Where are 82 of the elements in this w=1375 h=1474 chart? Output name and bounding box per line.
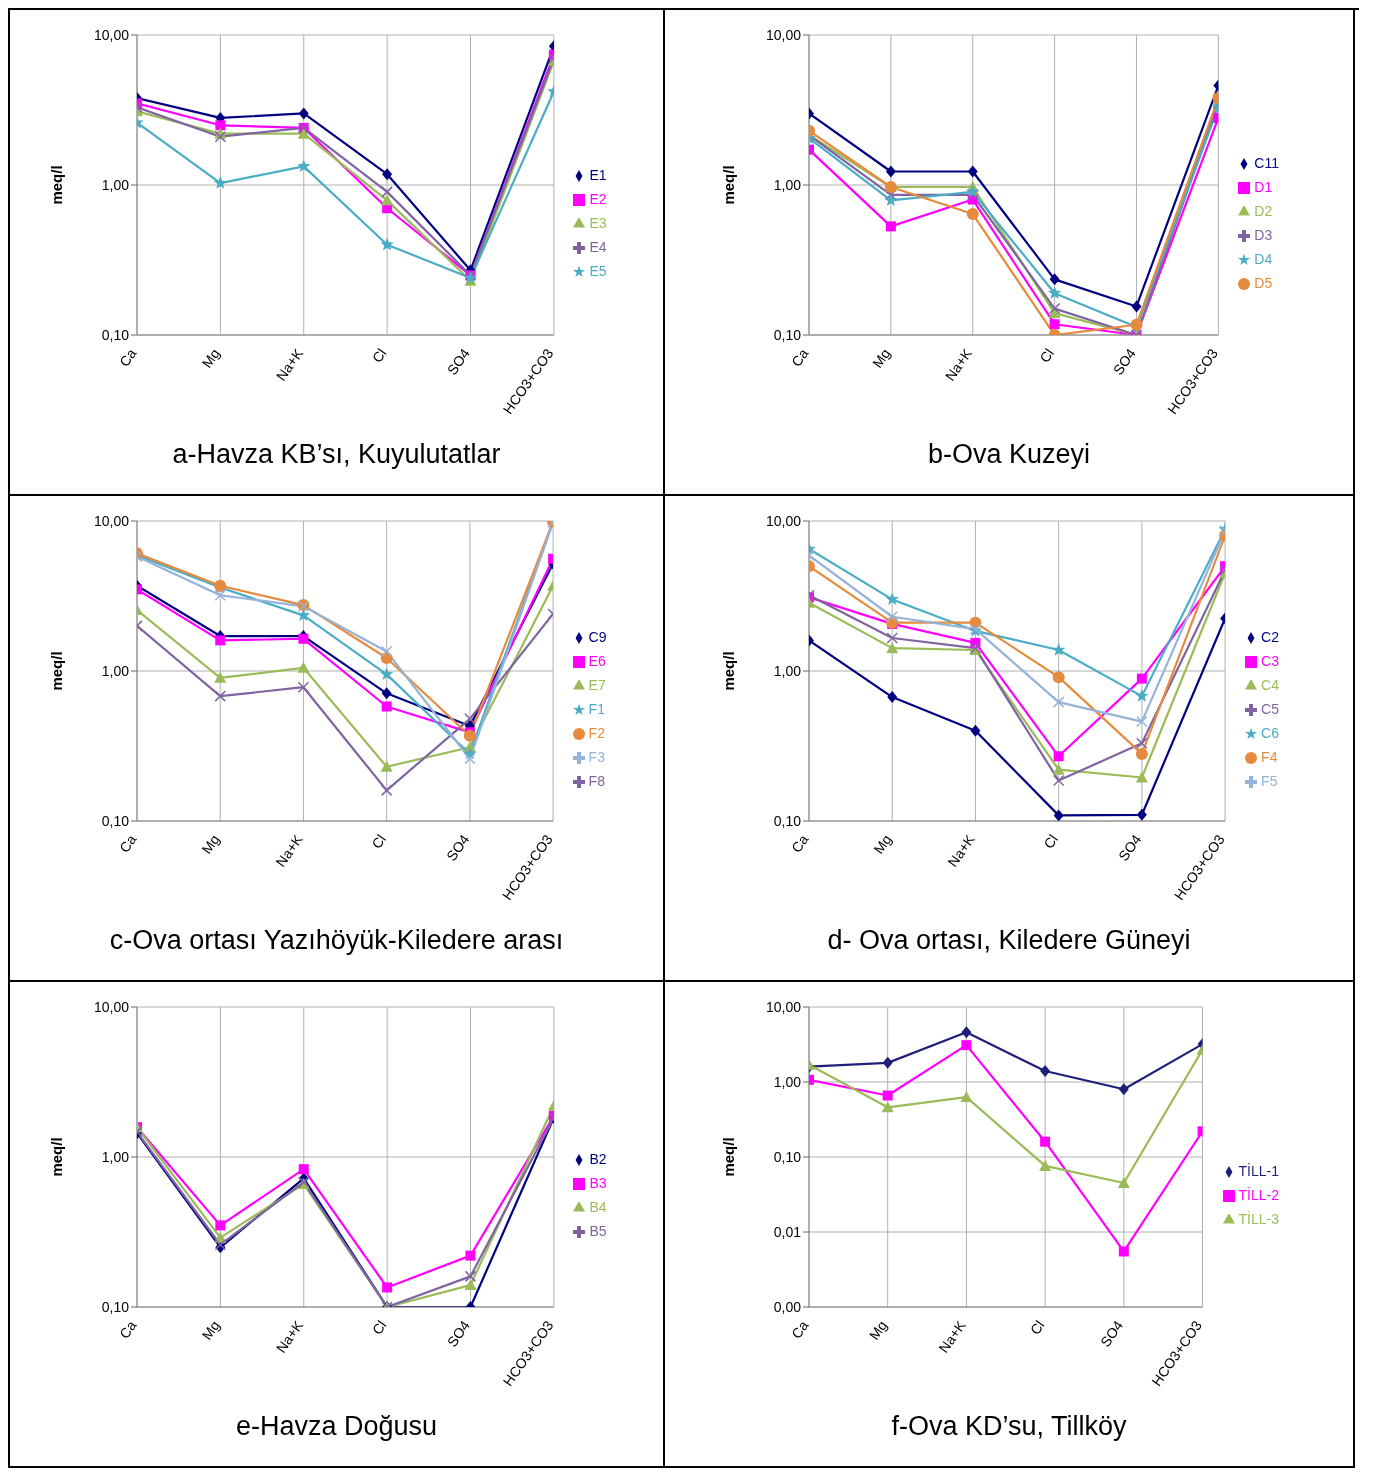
y-tick-label: 10,00 bbox=[93, 512, 129, 529]
y-tick-label: 10,00 bbox=[765, 998, 802, 1015]
legend-label: E6 bbox=[588, 652, 606, 669]
y-axis-title: meq/l bbox=[720, 1137, 738, 1177]
text: c-Ova ortası Yazıhöyük-Kiledere arası bbox=[109, 925, 564, 956]
x-tick-label: Ca bbox=[788, 345, 812, 370]
x-tick-label: Cl bbox=[1026, 1317, 1048, 1338]
legend-label: E4 bbox=[589, 238, 607, 255]
legend-label: E7 bbox=[588, 676, 606, 693]
y-tick-label: 0,10 bbox=[773, 326, 802, 343]
legend-label: C5 bbox=[1261, 700, 1279, 717]
y-axis-title: meq/l bbox=[47, 165, 65, 205]
y-tick-label: 0,10 bbox=[773, 1148, 802, 1165]
legend-label: C4 bbox=[1261, 676, 1279, 693]
y-tick-label: 1,00 bbox=[101, 1148, 129, 1165]
legend-label: F3 bbox=[588, 748, 605, 765]
legend-label: C9 bbox=[588, 628, 607, 645]
legend-label: TİLL-1 bbox=[1238, 1162, 1279, 1179]
legend-label: B2 bbox=[589, 1150, 607, 1167]
y-axis-title: meq/l bbox=[720, 165, 738, 205]
x-tick-label: Ca bbox=[788, 831, 812, 856]
legend-label: E1 bbox=[589, 166, 607, 183]
legend-label: E2 bbox=[589, 190, 607, 207]
legend-label: B4 bbox=[589, 1198, 607, 1215]
legend-label: F1 bbox=[588, 700, 605, 717]
legend-label: C3 bbox=[1261, 652, 1279, 669]
legend-label: TİLL-2 bbox=[1238, 1186, 1279, 1203]
x-tick-label: Cl bbox=[367, 831, 389, 852]
legend-label: D4 bbox=[1254, 250, 1273, 267]
text: e-Havza Doğusu bbox=[235, 1411, 438, 1442]
y-axis-title: meq/l bbox=[47, 651, 65, 691]
legend-label: TİLL-3 bbox=[1238, 1210, 1279, 1227]
text: a-Havza KB’sı, Kuyulutatlar bbox=[172, 439, 501, 470]
legend-label: F4 bbox=[1261, 748, 1278, 765]
legend-label: E3 bbox=[589, 214, 607, 231]
x-tick-label: Cl bbox=[368, 345, 390, 366]
x-tick-label: Ca bbox=[788, 1317, 812, 1342]
legend-label: F8 bbox=[588, 772, 605, 789]
legend-label: F5 bbox=[1261, 772, 1278, 789]
y-tick-label: 0,10 bbox=[101, 812, 129, 829]
legend-label: C6 bbox=[1261, 724, 1279, 741]
text: f-Ova KD’su, Tillköy bbox=[891, 1411, 1127, 1442]
y-tick-label: 1,00 bbox=[101, 176, 129, 193]
legend-label: B5 bbox=[589, 1222, 607, 1239]
legend-label: D5 bbox=[1254, 274, 1273, 291]
legend-label: F2 bbox=[588, 724, 605, 741]
y-tick-label: 0,10 bbox=[101, 326, 129, 343]
x-tick-label: Ca bbox=[115, 1317, 140, 1342]
legend-label: C11 bbox=[1254, 154, 1279, 171]
y-tick-label: 10,00 bbox=[93, 998, 129, 1015]
y-tick-label: 1,00 bbox=[773, 1073, 802, 1090]
legend-label: D2 bbox=[1254, 202, 1273, 219]
y-tick-label: 1,00 bbox=[773, 662, 802, 679]
x-tick-label: Mg bbox=[865, 1317, 891, 1343]
y-tick-label: 0,10 bbox=[773, 812, 802, 829]
legend-label: C2 bbox=[1261, 628, 1279, 645]
x-tick-label: Mg bbox=[198, 1317, 223, 1343]
x-tick-label: Mg bbox=[869, 345, 894, 371]
x-tick-label: Ca bbox=[115, 345, 140, 370]
y-tick-label: 0,01 bbox=[773, 1223, 802, 1240]
y-tick-label: 1,00 bbox=[101, 662, 129, 679]
x-tick-label: Ca bbox=[115, 831, 140, 856]
legend-label: B3 bbox=[589, 1174, 607, 1191]
y-tick-label: 10,00 bbox=[765, 512, 802, 529]
x-tick-label: Cl bbox=[1040, 831, 1062, 852]
x-tick-label: Mg bbox=[197, 831, 223, 857]
legend-label: E5 bbox=[589, 262, 607, 279]
y-tick-label: 0,00 bbox=[773, 1298, 802, 1315]
legend-label: D1 bbox=[1254, 178, 1273, 195]
x-tick-label: Mg bbox=[198, 345, 223, 371]
text: d- Ova ortası, Kiledere Güneyi bbox=[827, 925, 1191, 956]
x-tick-label: Cl bbox=[368, 1317, 390, 1338]
y-tick-label: 10,00 bbox=[765, 26, 802, 43]
text: b-Ova Kuzeyi bbox=[927, 439, 1091, 470]
y-tick-label: 10,00 bbox=[93, 26, 129, 43]
y-tick-label: 0,10 bbox=[101, 1298, 129, 1315]
y-axis-title: meq/l bbox=[47, 1137, 65, 1177]
y-axis-title: meq/l bbox=[720, 651, 738, 691]
legend-label: D3 bbox=[1254, 226, 1273, 243]
y-tick-label: 1,00 bbox=[773, 176, 802, 193]
x-tick-label: Cl bbox=[1036, 345, 1058, 366]
x-tick-label: Mg bbox=[870, 831, 895, 857]
